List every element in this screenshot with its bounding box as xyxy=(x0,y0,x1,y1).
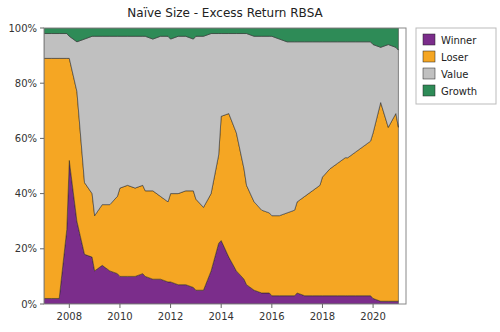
legend-swatch xyxy=(423,85,435,96)
x-tick xyxy=(119,304,120,308)
y-tick xyxy=(40,248,44,249)
y-tick-label: 80% xyxy=(15,78,37,89)
x-tick xyxy=(271,304,272,308)
area xyxy=(44,28,398,50)
legend-label: Loser xyxy=(441,52,469,63)
plot-frame xyxy=(44,28,406,304)
legend-box xyxy=(416,28,496,104)
x-tick-label: 2020 xyxy=(360,311,385,322)
x-tick xyxy=(170,304,171,308)
x-tick xyxy=(221,304,222,308)
plot-area xyxy=(44,28,398,304)
y-tick xyxy=(40,304,44,305)
x-tick-label: 2018 xyxy=(310,311,335,322)
x-tick-label: 2012 xyxy=(158,311,183,322)
x-tick xyxy=(322,304,323,308)
x-tick-label: 2016 xyxy=(259,311,284,322)
x-tick xyxy=(373,304,374,308)
x-tick-label: 2010 xyxy=(107,311,132,322)
legend-label: Growth xyxy=(441,86,477,97)
title: Naïve Size - Excess Return RBSA xyxy=(127,6,323,20)
y-tick xyxy=(40,138,44,139)
y-tick-label: 60% xyxy=(15,133,37,144)
chart: Naïve Size - Excess Return RBSA 2008 2010 2… xyxy=(0,0,500,332)
y-tick-label: 0% xyxy=(21,299,37,310)
legend: Winner Loser Value Growth xyxy=(416,28,496,104)
legend-swatch xyxy=(423,68,435,79)
y-tick-label: 40% xyxy=(15,188,37,199)
legend-label: Winner xyxy=(441,35,477,46)
y-tick-label: 100% xyxy=(8,23,37,34)
x-tick-label: 2014 xyxy=(208,311,233,322)
y-tick-label: 20% xyxy=(15,243,37,254)
y-tick xyxy=(40,83,44,84)
legend-label: Value xyxy=(441,69,468,80)
legend-swatch xyxy=(423,51,435,62)
legend-swatch xyxy=(423,34,435,45)
area xyxy=(44,34,398,216)
x-tick-label: 2008 xyxy=(57,311,82,322)
y-tick xyxy=(40,193,44,194)
y-tick xyxy=(40,28,44,29)
x-tick xyxy=(69,304,70,308)
